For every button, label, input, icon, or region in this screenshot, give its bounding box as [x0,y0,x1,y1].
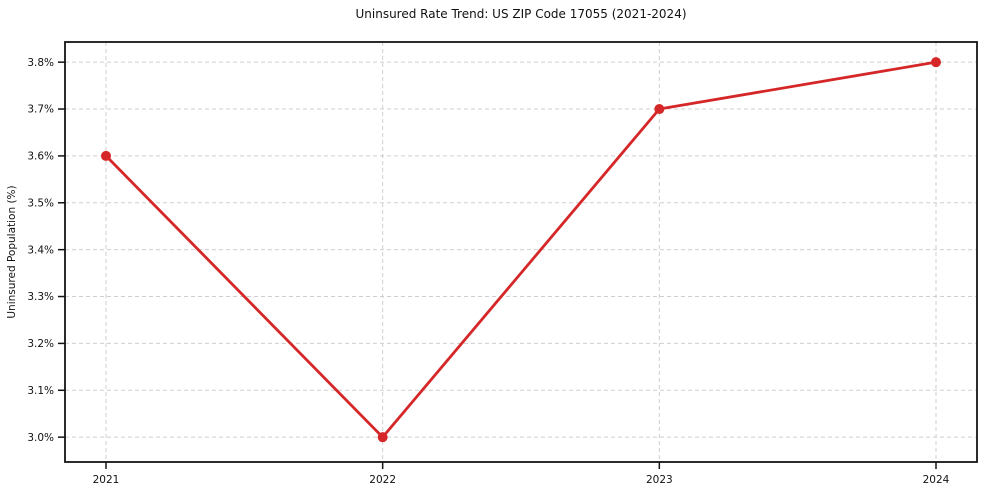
data-point-2023 [654,104,665,115]
data-point-2022 [377,432,388,443]
plot-border [64,41,978,463]
y-tick-label: 3.4% [27,244,54,256]
x-tick-label: 2022 [369,474,396,486]
y-tick-label: 3.5% [27,197,54,209]
y-tick-label: 3.6% [27,151,54,163]
y-tick-label: 3.3% [27,291,54,303]
y-tick-label: 3.1% [27,385,54,397]
x-tick-label: 2021 [93,474,120,486]
data-point-2024 [931,57,941,68]
trend-line [104,60,938,439]
y-tick-label: 3.0% [27,432,54,444]
chart-title: Uninsured Rate Trend: US ZIP Code 17055 … [355,7,687,21]
x-tick-label: 2024 [923,474,950,486]
x-tick-label: 2023 [646,474,673,486]
data-point-2021 [101,150,111,161]
y-tick-label: 3.7% [27,104,54,116]
y-tick-label: 3.8% [27,57,54,69]
y-tick-label: 3.2% [27,338,54,350]
